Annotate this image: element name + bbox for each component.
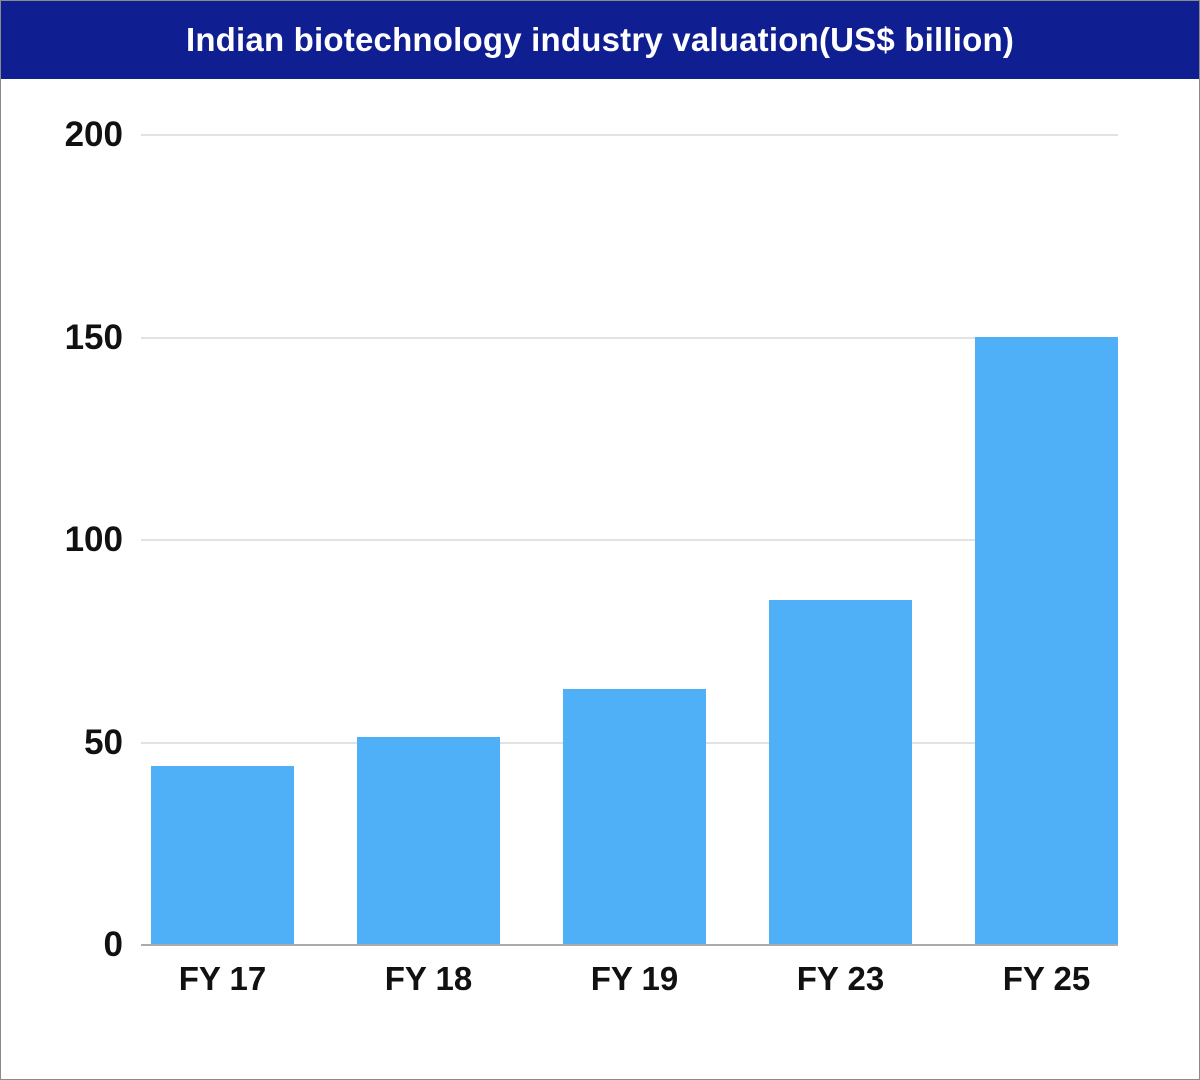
x-axis-category-label: FY 18	[384, 960, 473, 997]
y-axis-tick-label: 100	[64, 520, 123, 559]
y-axis-tick-label: 0	[103, 925, 123, 964]
bar-fy-25	[975, 336, 1118, 944]
bar-fy-19	[563, 688, 706, 944]
y-axis-tick-label: 200	[64, 115, 123, 154]
x-axis-baseline	[141, 944, 1118, 946]
chart-title: Indian biotechnology industry valuation(…	[185, 21, 1015, 58]
bar-fy-17	[151, 765, 294, 944]
x-axis-category-label: FY 17	[178, 960, 267, 997]
gridline	[141, 336, 1118, 339]
y-axis-tick-label: 150	[64, 317, 123, 357]
gridline	[141, 539, 1118, 541]
x-axis-category-label: FY 25	[1002, 960, 1091, 997]
x-axis-category-label: FY 23	[796, 960, 885, 997]
y-axis-tick-label: 50	[84, 722, 123, 762]
gridline	[141, 134, 1118, 136]
bar-fy-18	[357, 737, 500, 944]
chart-title-banner: Indian biotechnology industry valuation(…	[1, 1, 1199, 79]
x-axis-category-label: FY 19	[590, 960, 679, 997]
bar-fy-23	[769, 599, 912, 944]
